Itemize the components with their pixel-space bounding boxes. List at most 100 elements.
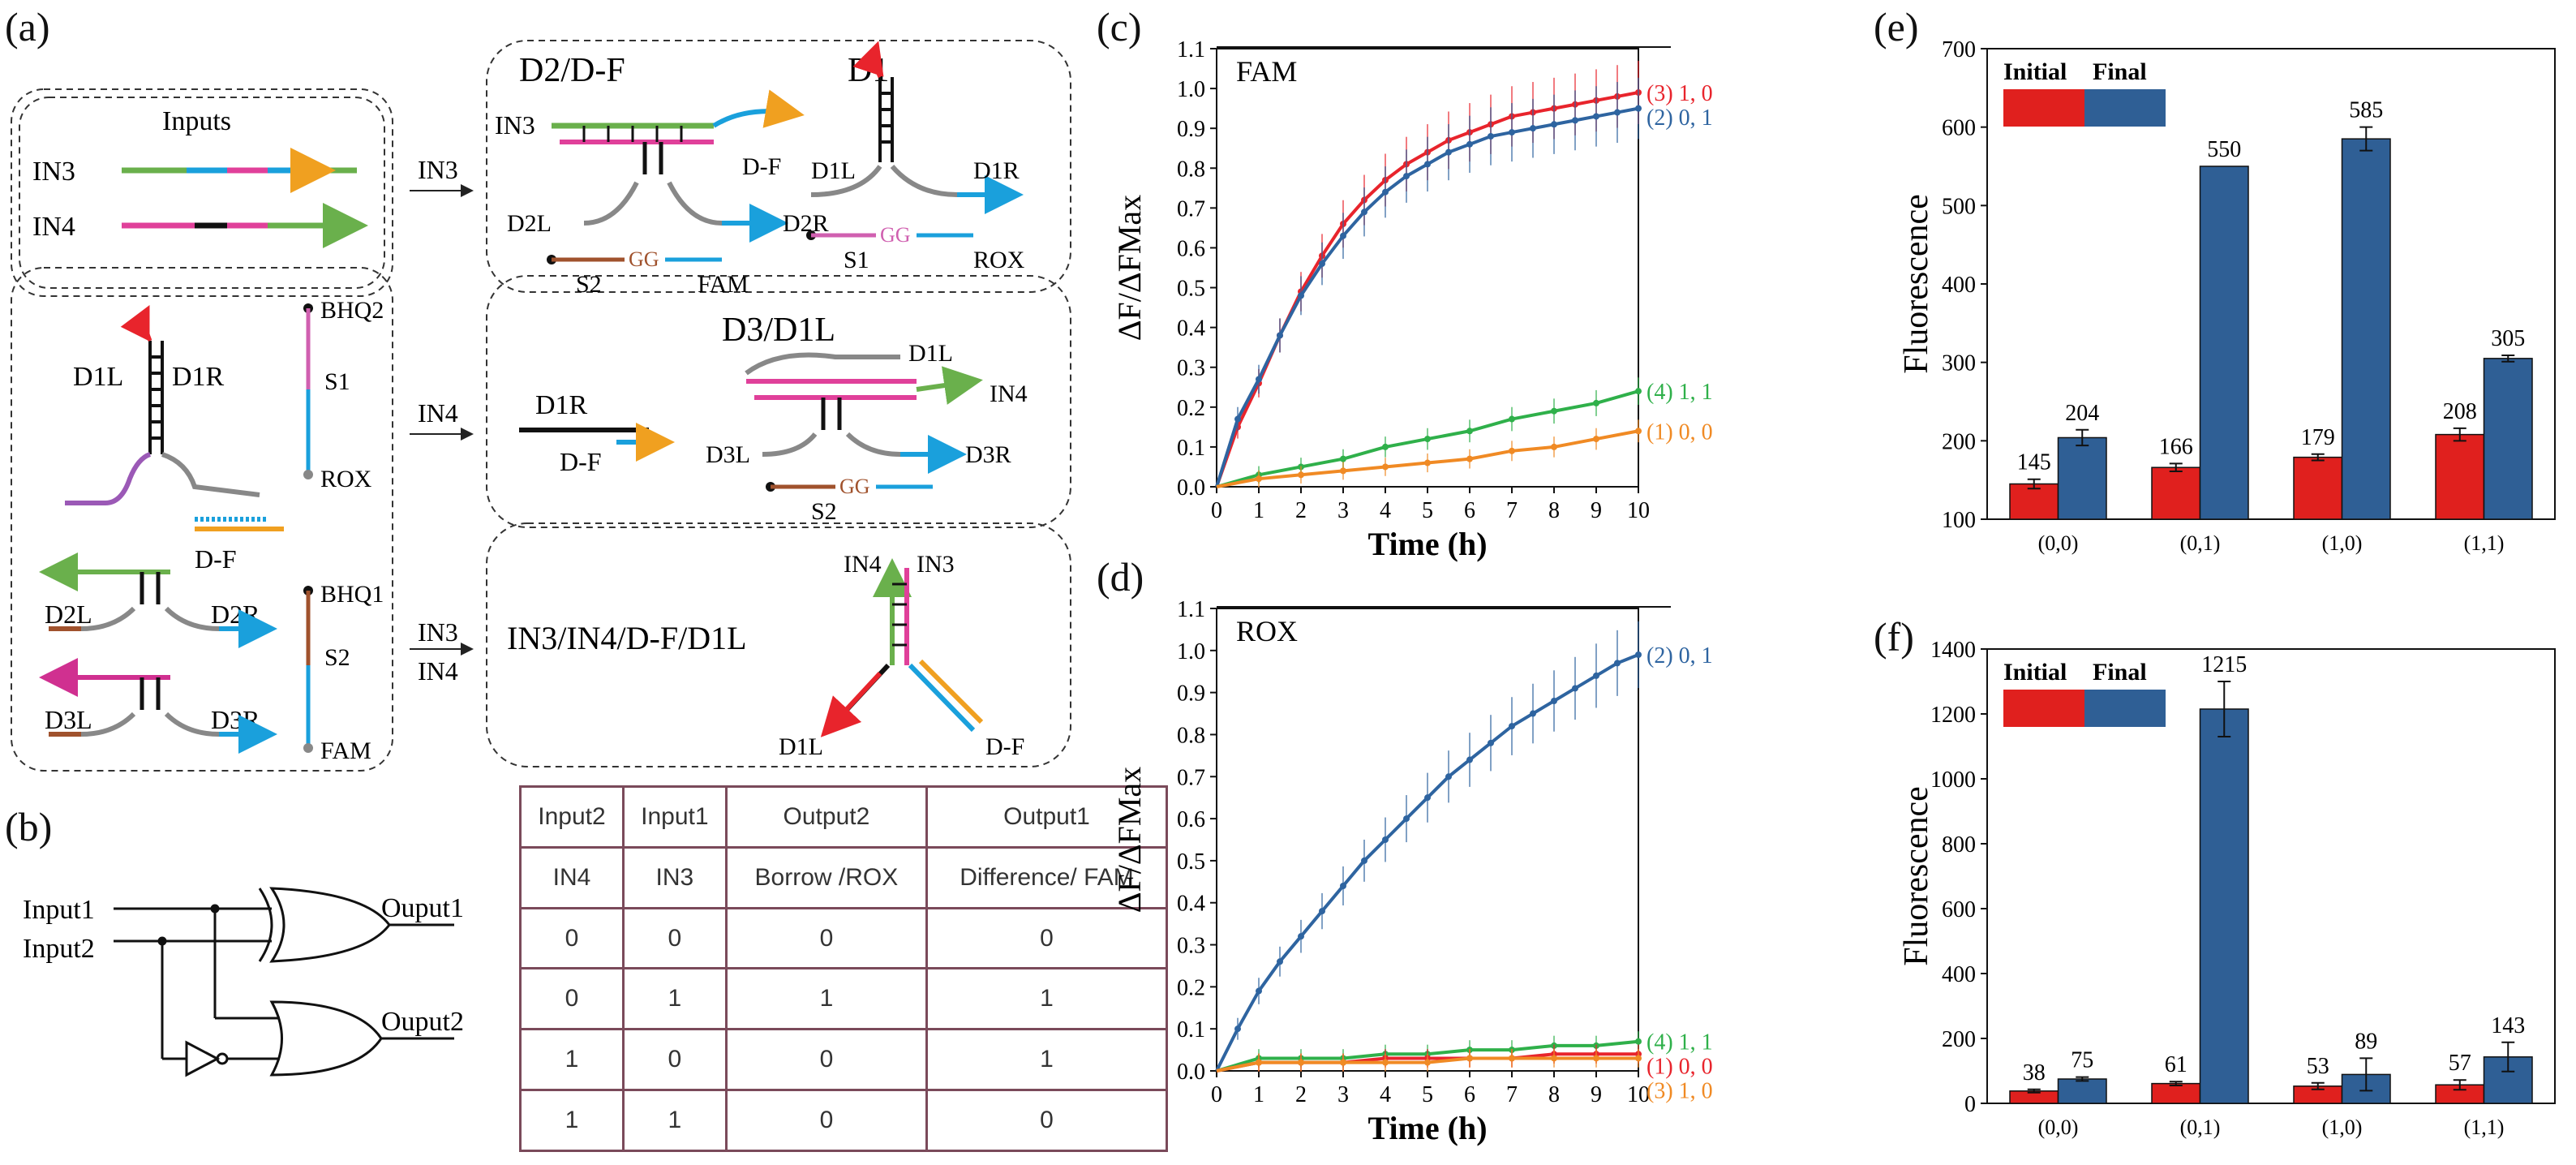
data-label: 1215 [2201, 652, 2247, 677]
rox-kinetics-chart: ROX 0.0 0.1 0.2 0.3 0.4 0.5 0.6 0.7 0.8 0.9 1.0 1.1 0… [1111, 597, 1713, 1146]
legend-label: Initial [2003, 58, 2067, 85]
d2r-label: D2R [211, 600, 260, 629]
data-point [1361, 208, 1367, 216]
data-point [1593, 113, 1599, 120]
table-cell: 0 [724, 1028, 929, 1092]
table-subheader: IN4 [519, 845, 625, 909]
table-cell: 1 [925, 1028, 1168, 1092]
strand-displacement-diagram: Inputs IN3 IN4 D1L D1R D-F BHQ2 ROX S1 D… [11, 40, 1071, 772]
panel-label-c: (c) [1097, 4, 1142, 49]
table-row: 1 0 0 1 [519, 1028, 1168, 1092]
y-tick-label: 1400 [1930, 638, 1976, 663]
chart-title: FAM [1236, 55, 1297, 88]
series-label: (2) 0, 1 [1646, 643, 1713, 668]
data-point [1530, 125, 1536, 132]
data-point [1382, 443, 1389, 450]
s2-label-2: S2 [576, 271, 602, 298]
x-tick-label: 8 [1548, 498, 1560, 523]
y-tick-label: 0.5 [1177, 849, 1205, 875]
table-cell: 0 [519, 967, 625, 1031]
x-tick-label: (1,0) [2322, 1116, 2363, 1139]
data-point [1509, 415, 1515, 423]
data-point [1593, 672, 1599, 679]
gate-input1-label: Input1 [23, 895, 95, 925]
table-header: Output1 [925, 785, 1168, 849]
table-header: Input2 [519, 785, 625, 849]
x-tick-label: 10 [1627, 498, 1650, 523]
gg-label-3: GG [839, 475, 870, 498]
data-label: 550 [2207, 137, 2241, 162]
y-tick-label: 0.7 [1177, 765, 1205, 790]
y-tick-label: 0.0 [1177, 1060, 1205, 1085]
d3r-label: D3R [211, 705, 260, 734]
x-tick-label: 0 [1211, 498, 1222, 523]
d1r-label-3: D1R [535, 390, 588, 420]
plot-frame [1986, 648, 2556, 1104]
x-tick-label: 9 [1591, 498, 1602, 523]
x-tick-label: 4 [1380, 1082, 1391, 1107]
data-point [1466, 1055, 1473, 1062]
in3-label-3: IN3 [917, 551, 955, 578]
d2l-label-2: D2L [507, 210, 552, 237]
table-cell: 1 [925, 967, 1168, 1031]
product3-label: IN3/IN4/D-F/D1L [507, 620, 747, 656]
x-tick-label: 5 [1422, 498, 1433, 523]
x-tick-label: (0,1) [2180, 531, 2221, 555]
data-point [1466, 140, 1473, 148]
x-tick-label: 2 [1295, 498, 1307, 523]
s2-label-3: S2 [811, 498, 837, 525]
bar [2341, 138, 2391, 520]
legend-swatch [2003, 690, 2084, 727]
product1a-label: D2/D-F [519, 52, 625, 89]
y-tick-label: 0.0 [1177, 475, 1205, 501]
x-tick-label: 6 [1464, 1082, 1475, 1107]
gate-output2-label: Ouput2 [381, 1007, 464, 1037]
arrow3-label-b: IN4 [418, 656, 458, 686]
truth-table: Input2 Input1 Output2 Output1 IN4 IN3 Bo… [519, 785, 1168, 1152]
x-axis-label: Time (h) [1367, 526, 1487, 562]
data-point [1466, 455, 1473, 462]
data-point [1530, 710, 1536, 717]
table-cell: 0 [925, 1089, 1168, 1152]
table-cell: 0 [724, 1089, 929, 1152]
panel-label-f: (f) [1874, 614, 1914, 660]
data-label: 305 [2491, 326, 2525, 351]
data-point [1256, 475, 1262, 483]
data-point [1488, 739, 1494, 746]
x-tick-label: 6 [1464, 498, 1475, 523]
table-row: 0 1 1 1 [519, 967, 1168, 1031]
d1l-label-3: D1L [908, 340, 953, 367]
in3-label: IN3 [32, 157, 75, 187]
table-cell: 0 [925, 906, 1168, 970]
data-point [1424, 436, 1431, 443]
x-tick-label: (0,1) [2180, 1116, 2221, 1139]
data-point [1551, 443, 1557, 450]
bar [2199, 708, 2249, 1104]
y-tick-label: 0.6 [1177, 236, 1205, 261]
data-label: 166 [2159, 434, 2193, 459]
d1r-label: D1R [172, 362, 225, 392]
series-label: (3) 1, 0 [1646, 81, 1713, 106]
fam-kinetics-chart: FAM 0.0 0.1 0.2 0.3 0.4 0.5 0.6 0.7 0.8 0.9 1.0 1.1 0… [1111, 37, 1713, 562]
legend-label: Final [2093, 58, 2147, 85]
y-axis-label: Fluorescence [1898, 786, 1935, 966]
product1b-label: D1 [848, 52, 889, 89]
data-point [1551, 1055, 1557, 1062]
series-label: (4) 1, 1 [1646, 380, 1713, 405]
x-tick-label: 7 [1506, 1082, 1518, 1107]
data-point [1593, 1055, 1599, 1062]
data-point [1382, 836, 1389, 843]
table-row: 1 1 0 0 [519, 1089, 1168, 1152]
arrow1-label: IN3 [418, 155, 458, 184]
y-tick-label: 0.1 [1177, 436, 1205, 461]
bar [2199, 166, 2249, 520]
x-tick-label: (1,1) [2464, 531, 2505, 555]
data-point [1298, 292, 1304, 299]
y-tick-label: 800 [1942, 832, 1976, 858]
legend-swatch [2084, 690, 2166, 727]
data-point [1551, 698, 1557, 704]
table-cell: 0 [621, 1028, 728, 1092]
data-point [1298, 471, 1304, 479]
data-label: 57 [2449, 1051, 2471, 1076]
table-header: Output2 [724, 785, 929, 849]
